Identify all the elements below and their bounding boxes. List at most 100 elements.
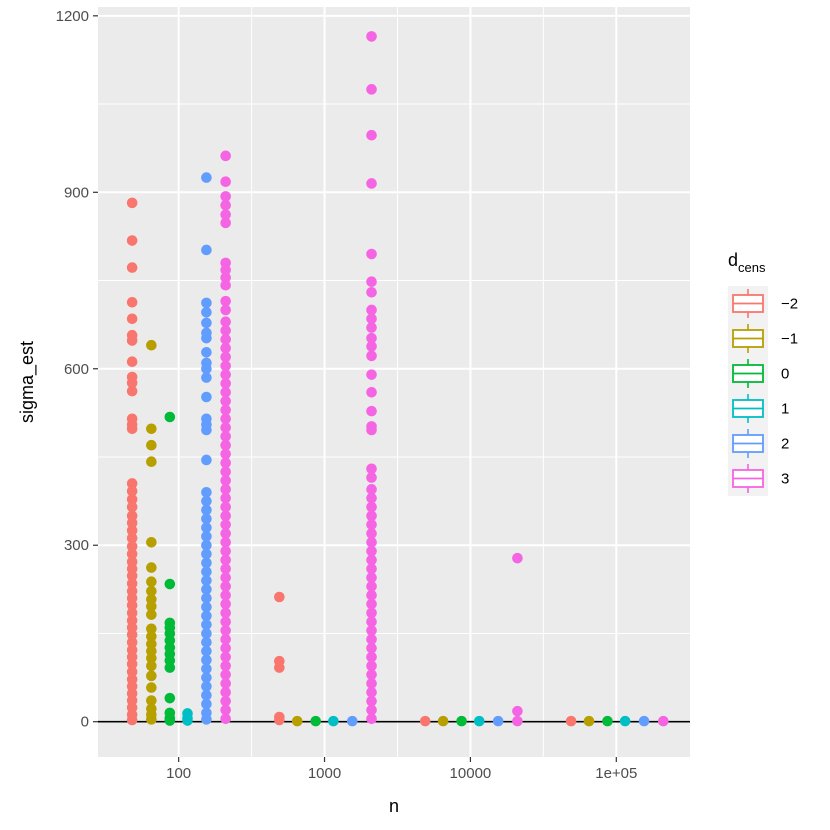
- legend-item: −1: [728, 321, 798, 356]
- data-point: [201, 454, 212, 466]
- data-point: [220, 413, 231, 425]
- data-point: [366, 598, 377, 610]
- data-point: [220, 431, 231, 442]
- legend-label: 3: [781, 471, 789, 488]
- data-point: [473, 715, 485, 727]
- data-point: [220, 422, 231, 433]
- data-point: [274, 591, 285, 603]
- data-point: [366, 686, 377, 698]
- data-point: [146, 670, 157, 682]
- data-point: [328, 715, 339, 727]
- minor-gridlines: [98, 7, 690, 757]
- data-point: [366, 625, 377, 636]
- data-point: [126, 629, 138, 640]
- data-point: [146, 695, 157, 706]
- data-point: [220, 334, 231, 345]
- data-point: [201, 539, 212, 551]
- data-point: [126, 658, 138, 670]
- y-tick-label: 300: [64, 537, 89, 554]
- data-point: [146, 562, 157, 573]
- data-point: [146, 682, 157, 693]
- data-point: [220, 150, 231, 162]
- data-point: [126, 517, 138, 529]
- data-point: [220, 484, 231, 495]
- data-point: [126, 262, 138, 273]
- data-point: [126, 197, 138, 209]
- y-tick-label: 900: [64, 184, 89, 201]
- data-point: [619, 715, 631, 727]
- data-point: [201, 391, 212, 403]
- data-point: [201, 636, 212, 648]
- data-point: [220, 378, 231, 389]
- data-point: [220, 199, 231, 211]
- data-point: [220, 395, 231, 407]
- data-point: [220, 695, 231, 707]
- data-point: [366, 581, 377, 592]
- data-point: [220, 386, 231, 398]
- data-point: [220, 264, 231, 276]
- data-point: [146, 660, 157, 672]
- data-point: [201, 172, 212, 183]
- data-point: [220, 295, 231, 307]
- data-point: [146, 339, 157, 351]
- data-point: [274, 662, 285, 673]
- data-point: [492, 715, 504, 727]
- panel-background: [98, 7, 690, 757]
- data-point: [366, 554, 377, 566]
- data-point: [220, 669, 231, 680]
- data-point: [366, 405, 377, 417]
- data-point: [201, 513, 212, 525]
- data-point: [220, 279, 231, 291]
- data-point: [220, 616, 231, 628]
- data-point: [201, 592, 212, 604]
- data-point: [220, 704, 231, 716]
- data-point: [146, 439, 157, 451]
- data-point: [220, 607, 231, 619]
- legend-label: −2: [781, 296, 798, 313]
- data-point: [201, 689, 212, 701]
- y-tick-label: 1200: [56, 8, 89, 25]
- data-point: [146, 652, 157, 664]
- data-point: [126, 607, 138, 619]
- legend-label: 0: [781, 366, 789, 383]
- data-point: [126, 385, 138, 397]
- data-point: [126, 548, 138, 560]
- data-point: [366, 178, 377, 189]
- data-point: [366, 332, 377, 344]
- data-point: [201, 566, 212, 578]
- data-point: [220, 545, 231, 557]
- x-tick-label: 100: [166, 765, 191, 782]
- data-point: [220, 342, 231, 354]
- data-point: [126, 296, 138, 308]
- data-point: [220, 634, 231, 645]
- data-point: [164, 662, 176, 673]
- data-point: [220, 501, 231, 513]
- data-point: [146, 536, 157, 548]
- data-point: [201, 244, 212, 256]
- data-point: [201, 504, 212, 516]
- data-point: [201, 332, 212, 344]
- data-point: [366, 248, 377, 260]
- legend-title: dcens: [728, 250, 766, 275]
- data-point: [220, 642, 231, 654]
- data-point: [366, 642, 377, 654]
- data-point: [366, 519, 377, 530]
- data-point: [126, 714, 138, 726]
- x-tick-label: 1e+05: [595, 765, 637, 782]
- y-tick-label: 0: [81, 714, 89, 731]
- data-point: [220, 176, 231, 188]
- data-point: [366, 286, 377, 298]
- data-point: [220, 439, 231, 451]
- data-point: [512, 715, 523, 727]
- data-point: [164, 715, 176, 726]
- data-point: [146, 576, 157, 588]
- data-point: [220, 351, 231, 363]
- data-point: [201, 681, 212, 692]
- data-point: [366, 322, 377, 333]
- data-point: [220, 519, 231, 530]
- data-point: [366, 31, 377, 42]
- data-point: [126, 335, 138, 346]
- data-point: [201, 297, 212, 309]
- data-point: [220, 360, 231, 372]
